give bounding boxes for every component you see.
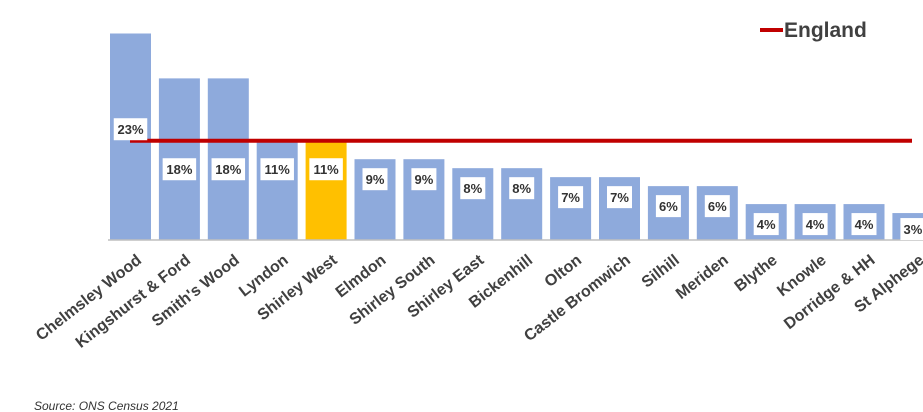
value-label-box	[558, 186, 584, 209]
value-label: 9%	[366, 172, 385, 187]
x-tick-label: Olton	[542, 252, 585, 291]
x-tick-label: Meriden	[673, 252, 732, 303]
value-label-box	[704, 195, 730, 218]
value-label: 18%	[166, 162, 192, 177]
x-tick-label: Blythe	[732, 252, 781, 296]
value-label: 8%	[463, 181, 482, 196]
legend: England	[760, 19, 867, 42]
value-label: 11%	[313, 162, 339, 177]
value-label-box	[802, 213, 828, 236]
value-label: 6%	[659, 199, 678, 214]
value-label: 7%	[610, 190, 629, 205]
value-label-box	[211, 158, 246, 181]
bar-shirley-west	[305, 141, 347, 240]
value-label-box	[655, 195, 681, 218]
value-label-box	[113, 118, 148, 141]
value-label: 4%	[806, 217, 825, 232]
x-tick-label: Silhill	[639, 252, 683, 292]
legend-england-label: England	[784, 19, 867, 42]
value-label-box	[607, 186, 632, 209]
value-label: 7%	[561, 190, 580, 205]
value-label-box	[753, 213, 779, 236]
value-label-box	[460, 177, 486, 200]
x-tick-label: Smith's Wood	[149, 252, 243, 330]
value-label: 23%	[117, 122, 143, 137]
source-note: Source: ONS Census 2021	[34, 399, 179, 412]
value-label-box	[309, 158, 343, 181]
value-label: 11%	[265, 162, 291, 177]
value-label-box	[260, 158, 294, 181]
value-label: 4%	[757, 217, 776, 232]
value-label-box	[162, 158, 197, 181]
value-labels-layer: 23% 18% 18% 11% 11% 9% 9% 8% 8% 7% 7% 6% 6% 4% 4% 4% 3%	[113, 118, 923, 241]
bars-layer	[110, 33, 923, 240]
x-tick-label: Shirley South	[347, 252, 439, 329]
value-label: 9%	[415, 172, 434, 187]
value-label: 18%	[215, 162, 241, 177]
bar-lyndon	[256, 141, 298, 240]
value-label: 6%	[708, 199, 727, 214]
value-label: 3%	[904, 222, 923, 237]
value-label-box	[509, 177, 535, 200]
value-label-box	[900, 218, 923, 241]
value-label-box	[411, 168, 437, 191]
value-label: 4%	[855, 217, 874, 232]
value-label-box	[851, 213, 877, 236]
value-label-box	[362, 168, 388, 191]
value-label: 8%	[512, 181, 531, 196]
